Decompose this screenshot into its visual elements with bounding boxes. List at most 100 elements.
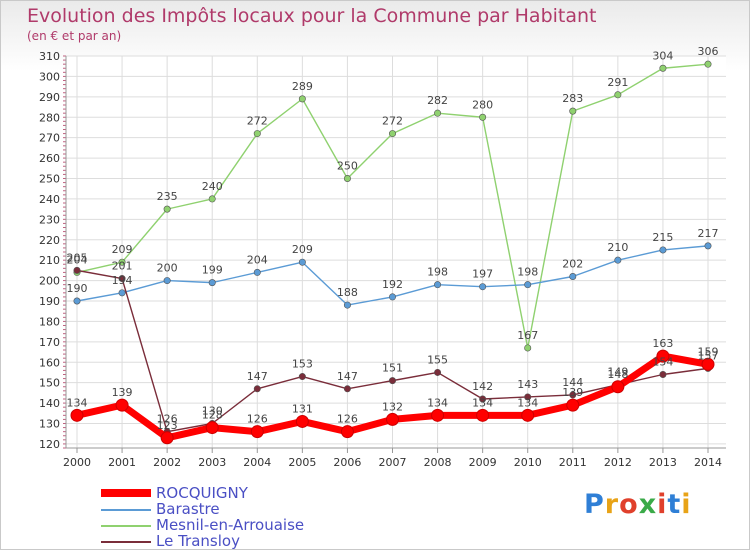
x-axis: 2000 2001 2002 2003 2004 2005 2006 2007 2008 2009… — [63, 447, 726, 469]
data-point — [295, 414, 309, 428]
y-tick-label: 240 — [39, 193, 60, 206]
data-point — [298, 373, 306, 381]
data-label: 291 — [607, 76, 628, 89]
y-tick-label: 210 — [39, 254, 60, 267]
y-tick-label: 130 — [39, 418, 60, 431]
legend-swatch-mesnil — [101, 525, 151, 527]
data-label: 123 — [157, 419, 178, 432]
data-point — [434, 368, 442, 376]
data-label: 217 — [698, 227, 719, 240]
logo-letter: i — [681, 489, 692, 520]
data-label: 190 — [67, 282, 88, 295]
data-label: 280 — [472, 98, 493, 111]
data-label: 139 — [562, 386, 583, 399]
y-axis: 120 130 140 150 160 170 180 190 200 210 220 230 240 2… — [39, 50, 67, 451]
data-label: 272 — [247, 115, 268, 128]
data-label: 210 — [607, 241, 628, 254]
data-label: 126 — [337, 413, 358, 426]
data-point — [659, 246, 667, 254]
logo-letter: t — [667, 489, 682, 520]
data-point — [611, 380, 625, 394]
legend-label-mesnil: Mesnil-en-Arrouaise — [156, 516, 305, 534]
data-label: 128 — [202, 409, 223, 422]
data-point — [343, 385, 351, 393]
data-point — [163, 205, 171, 213]
x-tick-label: 2004 — [243, 456, 271, 469]
data-label: 154 — [652, 356, 673, 369]
data-point — [659, 370, 667, 378]
x-tick-label: 2008 — [424, 456, 452, 469]
x-tick-label: 2007 — [379, 456, 407, 469]
y-tick-label: 150 — [39, 377, 60, 390]
x-tick-label: 2012 — [604, 456, 632, 469]
data-label: 199 — [202, 264, 223, 277]
data-label: 204 — [67, 253, 88, 266]
data-label: 126 — [157, 413, 178, 426]
data-label: 144 — [562, 376, 583, 389]
data-label: 209 — [292, 243, 313, 256]
y-tick-label: 190 — [39, 295, 60, 308]
data-point — [160, 431, 174, 445]
data-label: 163 — [652, 337, 673, 350]
data-label: 134 — [517, 396, 538, 409]
data-point — [343, 175, 351, 183]
legend-swatch-barastre — [101, 509, 151, 511]
data-point — [386, 412, 399, 426]
logo-letter: o — [619, 489, 639, 520]
data-point — [614, 91, 622, 99]
x-tick-label: 2010 — [514, 456, 542, 469]
data-label: 209 — [112, 243, 133, 256]
data-label: 282 — [427, 94, 448, 107]
data-point — [656, 349, 670, 363]
data-point — [479, 283, 487, 291]
data-point — [298, 95, 306, 103]
data-point — [388, 293, 396, 301]
y-tick-label: 160 — [39, 356, 60, 369]
logo-letter: P — [584, 489, 605, 520]
data-point — [431, 408, 445, 422]
data-label: 147 — [247, 370, 268, 383]
legend-swatch-le-transloy — [101, 541, 151, 543]
data-label: 130 — [202, 405, 223, 418]
data-point — [569, 107, 577, 115]
data-point — [118, 258, 126, 266]
y-tick-label: 310 — [39, 50, 60, 63]
y-tick-label: 250 — [39, 173, 60, 186]
data-label: 147 — [337, 370, 358, 383]
data-label: 155 — [427, 353, 448, 366]
y-tick-label: 280 — [39, 111, 60, 124]
x-tick-label: 2006 — [333, 456, 361, 469]
data-label: 289 — [292, 80, 313, 93]
data-point — [73, 297, 81, 305]
data-point — [524, 393, 532, 401]
data-label: 198 — [427, 266, 448, 279]
data-point — [659, 64, 667, 72]
data-point — [70, 408, 84, 422]
data-label: 215 — [652, 231, 673, 244]
data-label: 131 — [292, 402, 313, 415]
y-tick-label: 180 — [39, 315, 60, 328]
data-label: 304 — [652, 49, 673, 62]
data-point — [569, 391, 577, 399]
data-label: 143 — [517, 378, 538, 391]
data-label: 153 — [292, 358, 313, 371]
y-tick-label: 260 — [39, 152, 60, 165]
logo-letter: i — [657, 489, 668, 520]
data-point — [479, 395, 487, 403]
data-point — [521, 408, 535, 422]
data-point — [704, 242, 712, 250]
data-label: 192 — [382, 278, 403, 291]
data-label: 198 — [517, 266, 538, 279]
y-tick-label: 230 — [39, 213, 60, 226]
data-label: 235 — [157, 190, 178, 203]
data-point — [524, 281, 532, 289]
data-point — [434, 281, 442, 289]
logo-letter: r — [604, 489, 620, 520]
data-label: 149 — [607, 366, 628, 379]
data-label: 194 — [112, 274, 133, 287]
data-point — [434, 109, 442, 117]
data-label: 151 — [382, 362, 403, 375]
